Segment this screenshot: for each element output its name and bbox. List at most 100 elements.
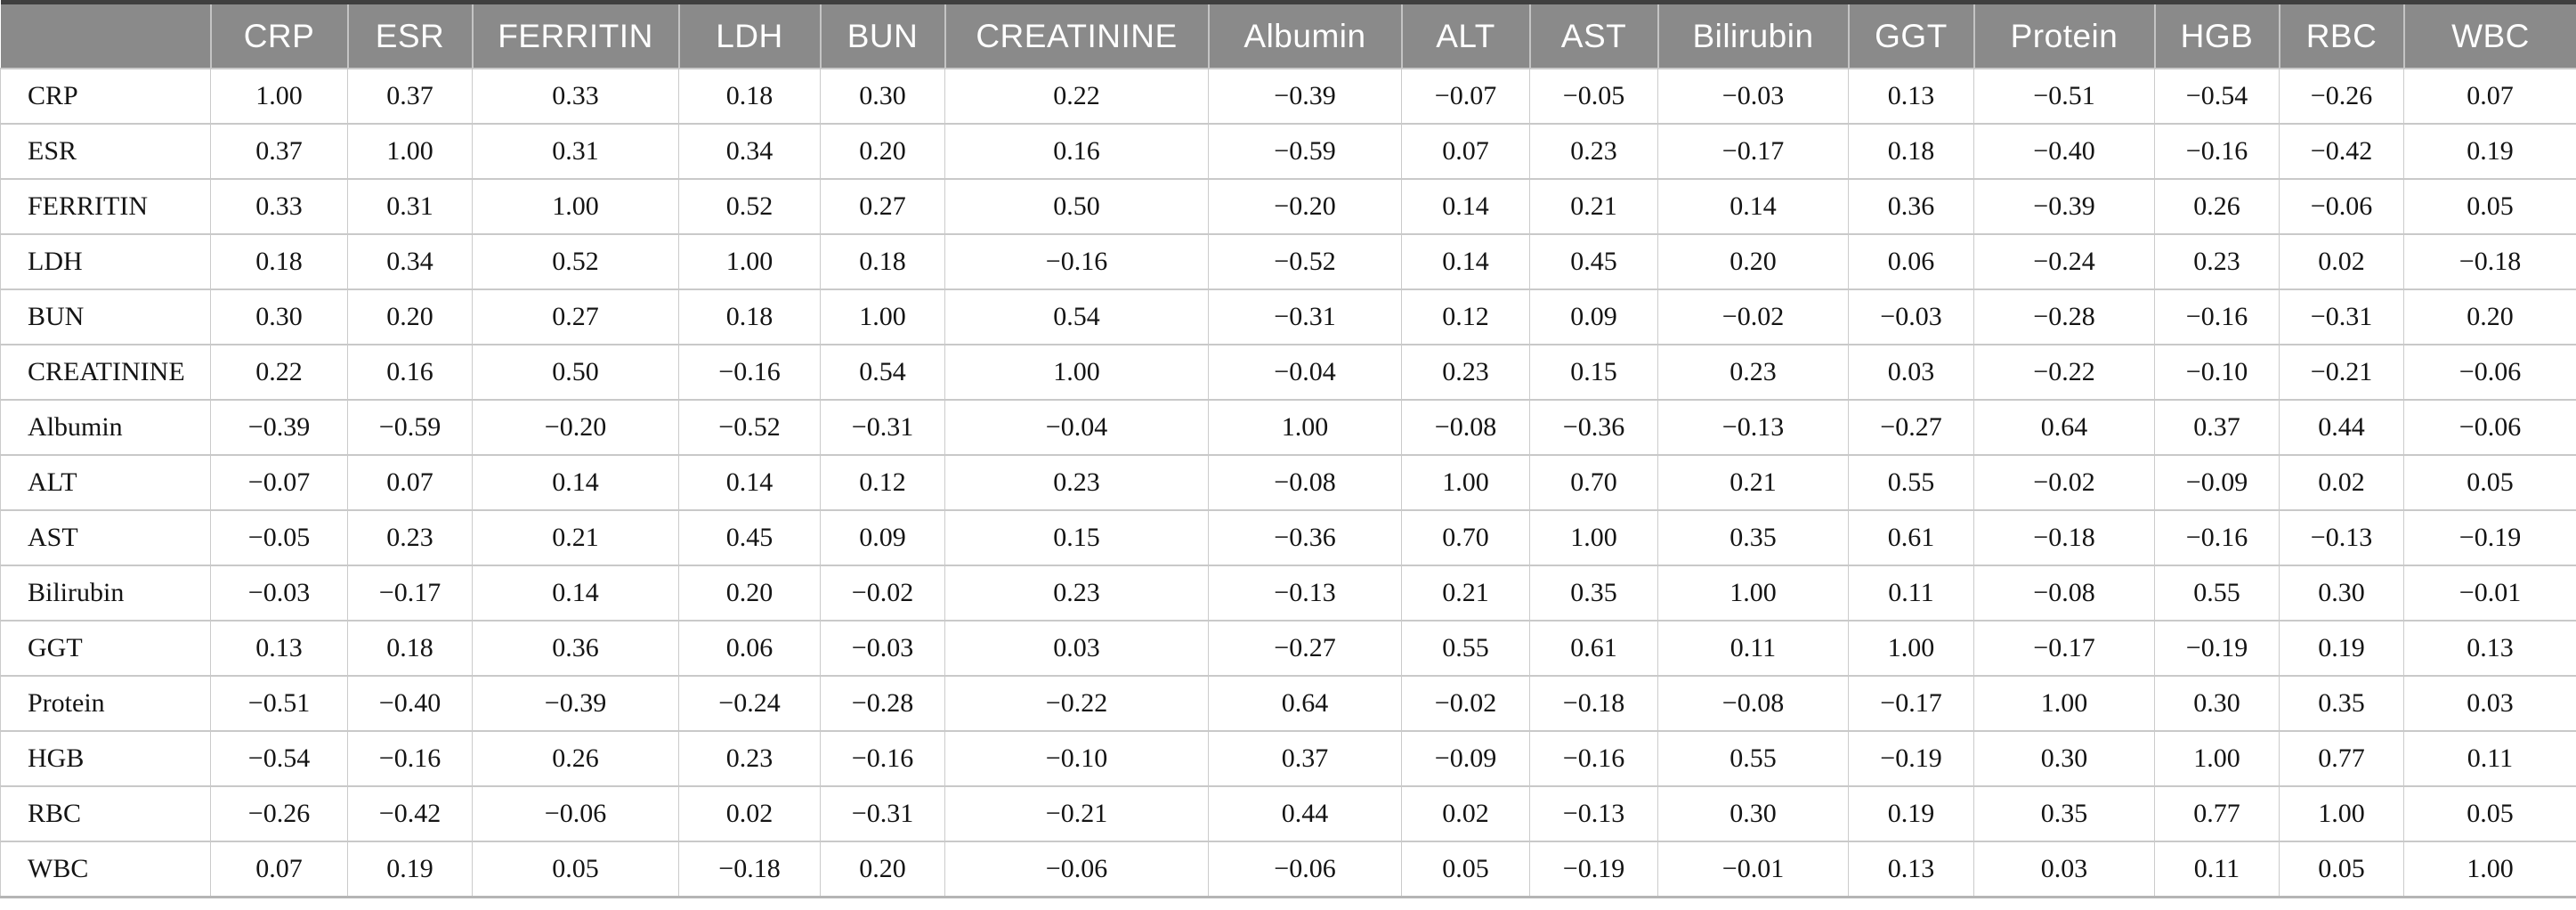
matrix-cell: −0.31 [820,785,945,842]
matrix-cell: −0.01 [2403,565,2576,622]
matrix-cell: −0.08 [1208,454,1402,511]
matrix-cell: −0.18 [2403,233,2576,290]
corner-cell [0,0,211,69]
row-label: Protein [0,675,211,732]
matrix-cell: −0.31 [1208,288,1402,345]
matrix-cell: 0.26 [2154,178,2280,235]
matrix-cell: −0.13 [1657,399,1849,456]
matrix-cell: −0.26 [2279,68,2404,125]
matrix-cell: 0.05 [1401,841,1530,898]
matrix-cell: −0.16 [2154,288,2280,345]
column-header-albumin: Albumin [1207,0,1402,69]
matrix-cell: −0.39 [210,399,348,456]
matrix-cell: 0.09 [1529,288,1658,345]
matrix-cell: 0.23 [944,454,1209,511]
matrix-cell: −0.16 [1529,730,1658,787]
matrix-cell: 0.03 [944,620,1209,677]
matrix-cell: −0.03 [820,620,945,677]
table-row-bilirubin: Bilirubin −0.03 −0.17 0.14 0.20 −0.02 0.23 −0.1… [0,565,2576,622]
matrix-cell: 0.70 [1529,454,1658,511]
matrix-cell: −0.13 [2279,509,2404,566]
matrix-cell: 0.13 [2403,620,2576,677]
matrix-cell: 0.13 [210,620,348,677]
matrix-cell: −0.06 [1208,841,1402,898]
matrix-cell: −0.09 [2154,454,2280,511]
matrix-cell: 0.18 [347,620,473,677]
matrix-cell: −0.31 [820,399,945,456]
matrix-cell: −0.17 [1973,620,2155,677]
table-row-esr: ESR 0.37 1.00 0.31 0.34 0.20 0.16 −0.59 0.07 0.23… [0,123,2576,180]
table-row-ferritin: FERRITIN 0.33 0.31 1.00 0.52 0.27 0.50 −0.20 0.1… [0,178,2576,235]
table-row-ast: AST −0.05 0.23 0.21 0.45 0.09 0.15 −0.36 0.70 1.0… [0,509,2576,566]
matrix-cell: 0.77 [2154,785,2280,842]
matrix-cell: −0.08 [1973,565,2155,622]
matrix-cell: −0.36 [1208,509,1402,566]
matrix-cell: −0.19 [2154,620,2280,677]
matrix-cell: 1.00 [1973,675,2155,732]
matrix-cell: 0.36 [472,620,679,677]
matrix-cell: 1.00 [1529,509,1658,566]
matrix-cell: 0.11 [2403,730,2576,787]
matrix-cell: −0.28 [820,675,945,732]
matrix-cell: 0.44 [1208,785,1402,842]
matrix-cell: 0.19 [2279,620,2404,677]
matrix-cell: 0.21 [1529,178,1658,235]
row-label: Albumin [0,399,211,456]
matrix-cell: 0.20 [820,841,945,898]
matrix-cell: 0.22 [944,68,1209,125]
matrix-cell: −0.24 [1973,233,2155,290]
matrix-cell: 0.35 [1529,565,1658,622]
matrix-cell: 0.14 [472,565,679,622]
matrix-cell: 0.35 [1657,509,1849,566]
column-header-ggt: GGT [1847,0,1974,69]
matrix-cell: 0.34 [678,123,821,180]
matrix-cell: 0.54 [944,288,1209,345]
matrix-cell: 0.55 [1401,620,1530,677]
matrix-cell: 0.11 [1848,565,1974,622]
matrix-cell: 0.31 [472,123,679,180]
matrix-cell: −0.39 [1208,68,1402,125]
matrix-cell: −0.19 [1848,730,1974,787]
table-row-albumin: Albumin −0.39 −0.59 −0.20 −0.52 −0.31 −0.04 1.0… [0,399,2576,456]
matrix-cell: −0.06 [2403,399,2576,456]
row-label: ALT [0,454,211,511]
matrix-cell: 1.00 [1401,454,1530,511]
matrix-cell: 0.37 [210,123,348,180]
matrix-cell: −0.54 [2154,68,2280,125]
row-label: ESR [0,123,211,180]
matrix-cell: −0.10 [2154,344,2280,401]
matrix-cell: 1.00 [678,233,821,290]
matrix-cell: −0.02 [820,565,945,622]
matrix-cell: −0.16 [944,233,1209,290]
matrix-cell: 0.23 [1529,123,1658,180]
matrix-cell: 1.00 [2403,841,2576,898]
matrix-cell: 0.27 [820,178,945,235]
table-row-wbc: WBC 0.07 0.19 0.05 −0.18 0.20 −0.06 −0.06 0.05 −0… [0,841,2576,898]
matrix-cell: 0.14 [678,454,821,511]
matrix-cell: −0.16 [2154,509,2280,566]
matrix-cell: 0.18 [210,233,348,290]
matrix-cell: 0.06 [678,620,821,677]
matrix-cell: 0.13 [1848,68,1974,125]
matrix-cell: −0.03 [1848,288,1974,345]
matrix-cell: −0.03 [210,565,348,622]
matrix-cell: 0.07 [1401,123,1530,180]
matrix-cell: 0.18 [820,233,945,290]
matrix-cell: −0.02 [1657,288,1849,345]
matrix-cell: −0.06 [2403,344,2576,401]
column-header-protein: Protein [1973,0,2155,69]
matrix-cell: 0.05 [2403,454,2576,511]
table-header: CRP ESR FERRITIN LDH BUN CREATININE Albumin ALT… [0,0,2576,69]
matrix-cell: 0.02 [2279,454,2404,511]
matrix-cell: −0.05 [210,509,348,566]
matrix-cell: −0.09 [1401,730,1530,787]
table-body: CRP 1.00 0.37 0.33 0.18 0.30 0.22 −0.39 −0.07 −0.… [0,68,2576,898]
matrix-cell: −0.16 [820,730,945,787]
matrix-cell: −0.20 [1208,178,1402,235]
matrix-cell: −0.51 [1973,68,2155,125]
matrix-cell: 0.27 [472,288,679,345]
matrix-cell: 0.33 [472,68,679,125]
matrix-cell: −0.27 [1848,399,1974,456]
matrix-cell: −0.18 [1973,509,2155,566]
matrix-cell: 0.55 [2154,565,2280,622]
